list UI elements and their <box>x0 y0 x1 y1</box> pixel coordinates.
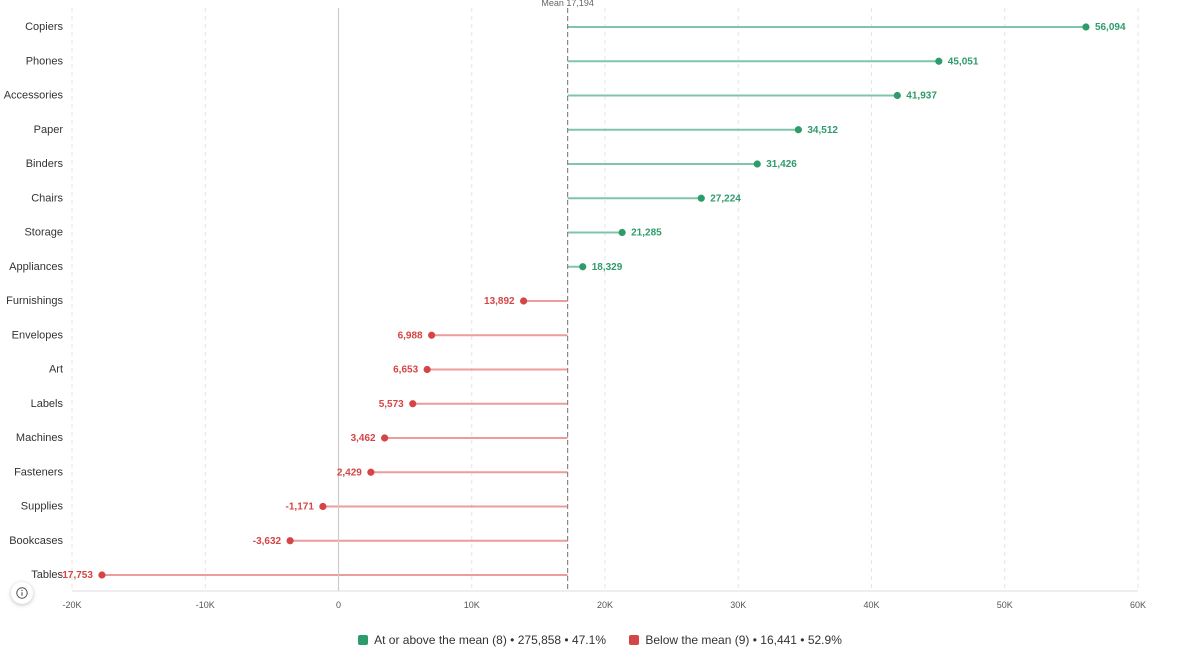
value-labels: 56,094 45,051 41,937 34,512 31,426 27,224 21,2… <box>59 22 1126 581</box>
x-tick-label: -20K <box>62 600 81 610</box>
data-point[interactable] <box>367 468 375 476</box>
x-tick-label: 30K <box>730 600 746 610</box>
data-point[interactable] <box>381 434 389 442</box>
legend-label-above: At or above the mean (8) • 275,858 • 47.… <box>374 632 606 647</box>
data-point[interactable] <box>1082 23 1090 31</box>
data-label: 56,094 <box>1095 22 1126 33</box>
data-point[interactable] <box>98 571 106 579</box>
data-point[interactable] <box>579 263 587 271</box>
category-label: Fasteners <box>14 466 63 478</box>
data-point[interactable] <box>935 57 943 65</box>
x-axis-ticks: -20K -10K 0 10K 20K 30K 40K 50K 60K <box>62 600 1146 610</box>
data-label: 27,224 <box>710 193 741 204</box>
legend-item-below[interactable]: Below the mean (9) • 16,441 • 52.9% <box>629 633 842 647</box>
category-label: Tables <box>31 569 63 581</box>
data-point[interactable] <box>753 160 761 168</box>
legend-label-below: Below the mean (9) • 16,441 • 52.9% <box>645 632 842 647</box>
category-label: Storage <box>24 227 63 239</box>
x-tick-label: 50K <box>997 600 1013 610</box>
category-label: Machines <box>16 432 64 444</box>
category-label: Binders <box>26 158 64 170</box>
data-point[interactable] <box>409 400 417 408</box>
data-point[interactable] <box>893 91 901 100</box>
x-tick-label: 60K <box>1130 600 1146 610</box>
legend-swatch-below <box>629 634 640 645</box>
x-tick-label: -10K <box>196 600 215 610</box>
category-label: Furnishings <box>6 295 63 307</box>
legend: At or above the mean (8) • 275,858 • 47.… <box>0 632 1200 647</box>
data-label: 31,426 <box>766 159 797 170</box>
data-label: -17,753 <box>59 570 93 581</box>
data-label: -1,171 <box>286 502 315 513</box>
category-label: Accessories <box>4 90 64 102</box>
data-label: 21,285 <box>631 228 662 239</box>
data-label: 34,512 <box>807 125 838 136</box>
grid-lines <box>71 8 1139 591</box>
lollipop-stems <box>101 26 1086 576</box>
category-label: Paper <box>34 124 64 136</box>
data-label: 6,988 <box>398 330 423 341</box>
data-label: 18,329 <box>592 262 623 273</box>
legend-item-above[interactable]: At or above the mean (8) • 275,858 • 47.… <box>358 633 606 647</box>
category-label: Supplies <box>21 501 64 513</box>
category-label: Bookcases <box>9 535 63 547</box>
data-point[interactable] <box>286 537 294 545</box>
data-point[interactable] <box>423 365 431 374</box>
category-label: Art <box>49 364 63 376</box>
data-label: 13,892 <box>484 296 515 307</box>
data-point[interactable] <box>319 502 327 511</box>
x-tick-label: 10K <box>464 600 480 610</box>
data-label: -3,632 <box>253 536 282 547</box>
data-label: 3,462 <box>351 433 376 444</box>
lollipop-chart: -20K -10K 0 10K 20K 30K 40K 50K 60K Copiers Phone… <box>4 0 1146 610</box>
data-label: 6,653 <box>393 365 418 376</box>
data-label: 45,051 <box>948 56 979 67</box>
x-tick-label: 40K <box>863 600 879 610</box>
data-label: 5,573 <box>379 399 404 410</box>
data-point[interactable] <box>794 126 802 134</box>
data-point[interactable] <box>697 194 705 202</box>
data-point[interactable] <box>428 331 436 339</box>
x-tick-label: 20K <box>597 600 613 610</box>
x-tick-label: 0 <box>336 600 341 610</box>
mean-label: Mean 17,194 <box>541 0 594 8</box>
category-label: Phones <box>26 55 64 67</box>
category-label: Appliances <box>9 261 63 273</box>
category-label: Copiers <box>25 21 63 33</box>
lollipop-dots <box>98 23 1090 579</box>
reference-lines: Mean 17,194 <box>337 0 594 591</box>
category-label: Envelopes <box>12 329 64 341</box>
legend-swatch-above <box>358 634 369 645</box>
data-label: 2,429 <box>337 467 362 478</box>
data-point[interactable] <box>618 228 626 237</box>
data-label: 41,937 <box>906 91 937 102</box>
category-labels: Copiers Phones Accessories Paper Binders Chai… <box>4 21 64 581</box>
category-label: Labels <box>31 398 64 410</box>
info-button[interactable] <box>11 582 33 604</box>
data-point[interactable] <box>520 297 528 305</box>
info-icon <box>16 587 28 599</box>
category-label: Chairs <box>31 192 63 204</box>
